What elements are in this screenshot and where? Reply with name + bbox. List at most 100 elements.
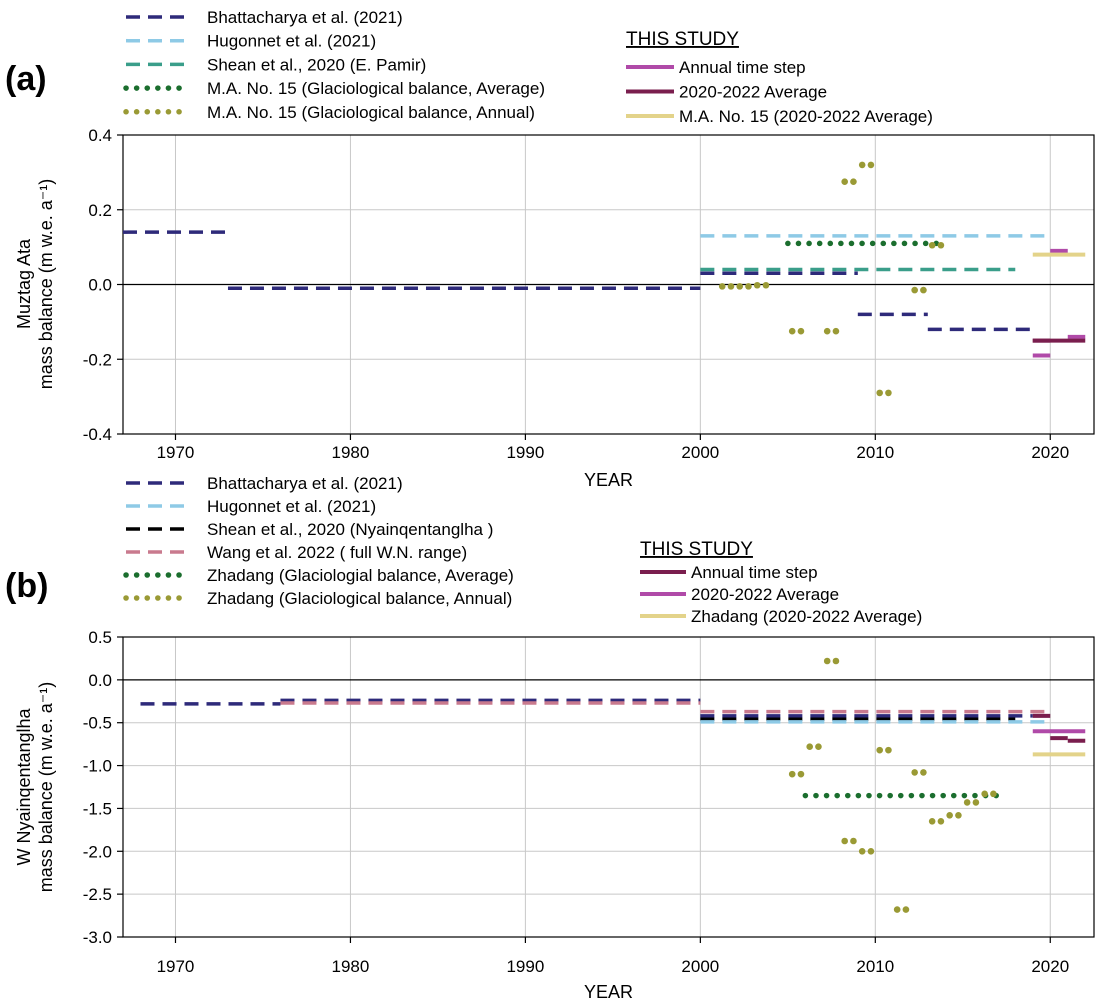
annual-point [797,327,805,335]
y-axis-label-line-1: W Nyainqentanglha [14,707,34,865]
y-axis-label-line-2: mass balance (m w.e. a⁻¹) [36,179,56,390]
annual-point [850,837,857,845]
legend-label: Wang et al. 2022 ( full W.N. range) [207,543,467,562]
annual-point [858,161,866,169]
y-tick-label: -1.5 [83,799,112,818]
y-tick-label: -1.0 [83,757,112,776]
annual-point [893,906,901,913]
annual-point [788,327,796,335]
legend-label: Shean et al., 2020 (E. Pamir) [207,55,426,74]
panel-label: (a) [5,60,47,98]
annual-point [806,743,813,751]
legend-label: Zhadang (Glaciological balance, Annual) [207,589,512,608]
y-tick-label: 0.2 [88,201,112,220]
x-tick-label: 1970 [157,443,195,462]
annual-point [841,178,848,186]
y-tick-label: 0.5 [88,628,112,647]
annual-point [972,799,980,806]
annual-point [911,769,918,776]
annual-point [858,847,866,855]
annual-point [876,389,883,397]
x-tick-label: 2010 [856,443,894,462]
annual-point [832,327,840,335]
x-tick-label: 1990 [506,957,544,976]
x-tick-label: 2020 [1031,957,1069,976]
legend-label: 2020-2022 Average [679,83,827,102]
legend-label: Hugonnet et al. (2021) [207,497,376,516]
legend-label: M.A. No. 15 (Glaciological balance, Aver… [207,79,545,98]
annual-point [797,770,805,778]
legend-title: THIS STUDY [626,29,739,50]
legend-this-study: THIS STUDY Annual time step 2020-2022 Aver… [626,29,933,126]
annual-point [850,178,857,186]
plot-frame [122,636,1095,938]
annual-point [911,286,918,294]
x-axis-label: YEAR [584,982,633,1002]
annual-point [718,283,726,290]
panel-a-chart: 1970 1980 1990 2000 2010 2020 0.4 0.2 0.0 -0.2 -0.… [5,8,1095,490]
annual-point [937,817,945,825]
annual-point [867,161,875,169]
x-tick-label: 1980 [332,957,370,976]
legend-label: Zhadang (2020-2022 Average) [691,607,922,626]
x-axis-label: YEAR [584,470,633,490]
y-tick-label: 0.0 [88,276,112,295]
y-tick-label: -2.0 [83,842,112,861]
x-tick-label: 2020 [1031,443,1069,462]
legend-label: Hugonnet et al. (2021) [207,32,376,51]
grid [123,135,1094,434]
y-axis-label-line-2: mass balance (m w.e. a⁻¹) [36,682,56,893]
data-segments [123,230,1086,358]
grid [123,637,1094,937]
y-tick-label: -2.5 [83,885,112,904]
x-tick-label: 2000 [681,443,719,462]
annual-point [946,811,953,819]
y-tick-label: 0.4 [88,126,112,145]
legend-references: Bhattacharya et al. (2021) Hugonnet et al… [123,474,514,608]
annual-point [815,743,822,751]
x-tick-label: 2000 [681,957,719,976]
legend-label: M.A. No. 15 (Glaciological balance, Annu… [207,103,535,122]
annual-point [990,790,997,798]
x-tick-label: 1980 [332,443,370,462]
legend-label: Bhattacharya et al. (2021) [207,8,403,27]
y-axis-label-line-1: Muztag Ata [14,238,34,329]
annual-point [937,241,945,249]
legend-label: Zhadang (Glaciologial balance, Average) [207,566,514,585]
x-tick-label: 1990 [506,443,544,462]
legend-title: THIS STUDY [640,539,753,560]
annual-point [823,327,831,335]
panel-label: (b) [5,567,48,605]
annual-point [727,283,735,290]
annual-point [736,283,744,290]
y-tick-label: -0.2 [83,350,112,369]
legend-label: Shean et al., 2020 (Nyainqentanglha ) [207,520,493,539]
annual-point [885,389,892,397]
data-segments [140,698,1086,799]
annual-point [876,746,883,754]
y-tick-label: 0.0 [88,671,112,690]
annual-point [788,770,796,778]
annual-point [902,906,910,913]
x-tick-label: 1970 [157,957,195,976]
annual-point [762,281,770,289]
annual-point [963,799,971,806]
annual-point [928,241,936,249]
y-tick-label: -0.4 [83,425,112,444]
annual-point [920,286,927,294]
annual-point [955,811,962,819]
legend-label: M.A. No. 15 (2020-2022 Average) [679,107,933,126]
annual-point [920,769,927,776]
annual-point [753,281,761,289]
legend-label: Annual time step [679,58,806,77]
legend-label: 2020-2022 Average [691,585,839,604]
annual-point [832,657,840,665]
y-tick-label: -0.5 [83,714,112,733]
legend-this-study: THIS STUDY Annual time step 2020-2022 Aver… [640,539,922,626]
annual-point [885,746,892,754]
y-tick-label: -3.0 [83,928,112,947]
annual-points [788,657,997,913]
legend-label: Annual time step [691,563,818,582]
annual-point [867,847,875,855]
